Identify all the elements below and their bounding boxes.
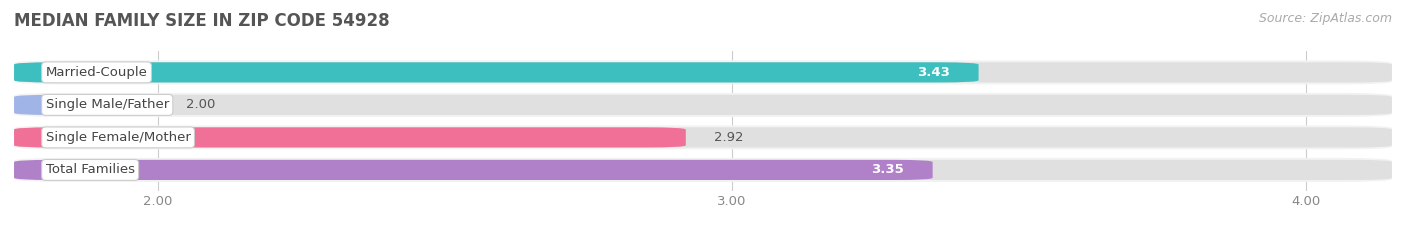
- FancyBboxPatch shape: [14, 93, 1392, 117]
- FancyBboxPatch shape: [14, 127, 1392, 147]
- Text: Total Families: Total Families: [45, 163, 135, 176]
- Text: Single Female/Mother: Single Female/Mother: [45, 131, 190, 144]
- FancyBboxPatch shape: [14, 125, 1392, 149]
- Text: Source: ZipAtlas.com: Source: ZipAtlas.com: [1258, 12, 1392, 25]
- Text: 2.00: 2.00: [186, 98, 215, 111]
- FancyBboxPatch shape: [14, 60, 1392, 84]
- FancyBboxPatch shape: [14, 158, 1392, 182]
- FancyBboxPatch shape: [14, 127, 686, 147]
- FancyBboxPatch shape: [14, 95, 157, 115]
- Text: 3.35: 3.35: [872, 163, 904, 176]
- FancyBboxPatch shape: [14, 95, 1392, 115]
- FancyBboxPatch shape: [14, 62, 979, 82]
- FancyBboxPatch shape: [14, 160, 932, 180]
- FancyBboxPatch shape: [14, 160, 1392, 180]
- Text: MEDIAN FAMILY SIZE IN ZIP CODE 54928: MEDIAN FAMILY SIZE IN ZIP CODE 54928: [14, 12, 389, 30]
- Text: Single Male/Father: Single Male/Father: [45, 98, 169, 111]
- FancyBboxPatch shape: [14, 62, 1392, 82]
- Text: 3.43: 3.43: [917, 66, 950, 79]
- Text: 2.92: 2.92: [714, 131, 744, 144]
- Text: Married-Couple: Married-Couple: [45, 66, 148, 79]
